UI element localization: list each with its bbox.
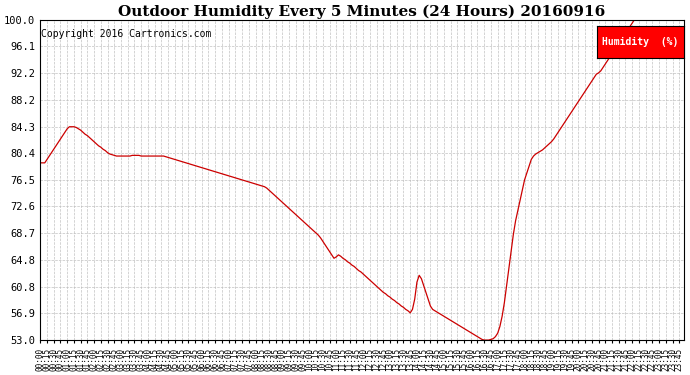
Text: Copyright 2016 Cartronics.com: Copyright 2016 Cartronics.com xyxy=(41,29,211,39)
Title: Outdoor Humidity Every 5 Minutes (24 Hours) 20160916: Outdoor Humidity Every 5 Minutes (24 Hou… xyxy=(119,4,606,18)
